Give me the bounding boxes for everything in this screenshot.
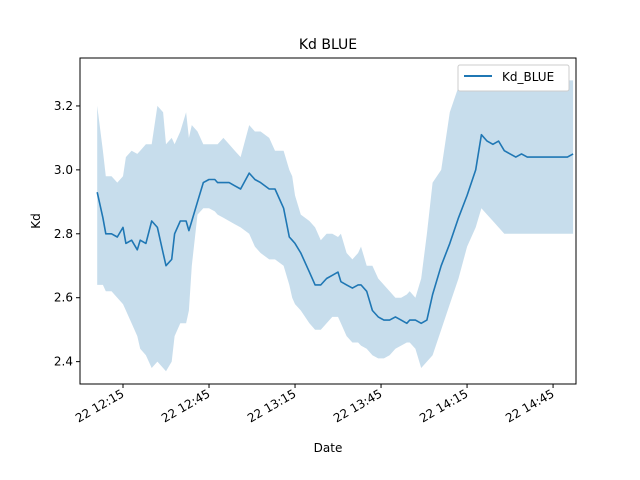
y-tick-label: 3.2 <box>54 99 73 113</box>
confidence-band <box>97 67 574 372</box>
plot-frame <box>79 57 577 385</box>
legend-entry-label: Kd_BLUE <box>502 70 554 84</box>
y-tick-label: 3.0 <box>54 163 73 177</box>
legend: Kd_BLUE <box>457 64 570 92</box>
series-line-kd-blue <box>96 133 574 325</box>
x-axis-label: Date <box>314 441 343 455</box>
y-tick-label: 2.4 <box>54 355 73 369</box>
y-axis-ticks: 2.4 2.6 2.8 3.0 3.2 <box>54 99 80 369</box>
confidence-band-layer <box>97 67 574 372</box>
y-tick-label: 2.8 <box>54 227 73 241</box>
legend-box <box>457 64 570 92</box>
chart-title: Kd BLUE <box>299 37 357 53</box>
y-tick-label: 2.6 <box>54 291 73 305</box>
y-axis-label: Kd <box>29 213 43 229</box>
series-line-layer <box>96 133 574 325</box>
